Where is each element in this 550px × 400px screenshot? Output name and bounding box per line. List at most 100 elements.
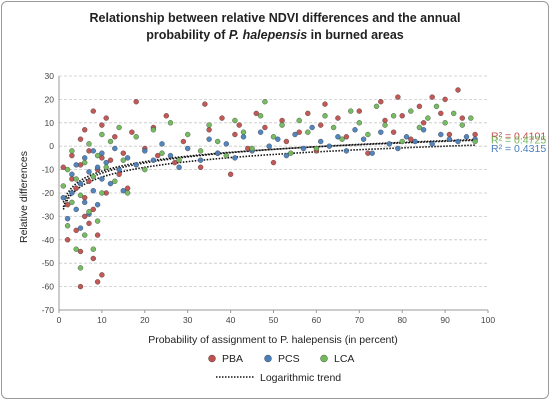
point-pba bbox=[163, 113, 169, 119]
point-lca bbox=[433, 103, 440, 110]
x-tick-label: 30 bbox=[183, 315, 193, 325]
point-pcs bbox=[112, 145, 118, 152]
point-pba bbox=[107, 157, 114, 163]
point-pba bbox=[64, 202, 71, 208]
point-pba bbox=[318, 122, 324, 128]
point-pcs bbox=[257, 129, 264, 135]
point-pcs bbox=[73, 206, 79, 213]
point-lca bbox=[159, 150, 165, 156]
grid-lines bbox=[59, 75, 488, 288]
point-lca bbox=[322, 113, 328, 119]
point-pba bbox=[60, 164, 66, 170]
point-pcs bbox=[94, 202, 101, 208]
x-tick-label: 100 bbox=[481, 315, 495, 325]
point-lca bbox=[206, 122, 212, 128]
point-pba bbox=[219, 115, 225, 121]
point-pcs bbox=[223, 141, 229, 147]
point-pba bbox=[382, 117, 388, 124]
point-pcs bbox=[69, 171, 75, 177]
point-pba bbox=[356, 108, 362, 114]
r2-label-pcs: R² = 0.4315 bbox=[491, 143, 546, 155]
point-lca bbox=[468, 115, 474, 121]
point-lca bbox=[425, 115, 431, 121]
point-pcs bbox=[412, 138, 418, 145]
point-lca bbox=[232, 117, 238, 124]
point-lca bbox=[442, 120, 448, 126]
point-pcs bbox=[107, 180, 114, 187]
point-lca bbox=[305, 129, 311, 135]
point-lca bbox=[472, 138, 478, 145]
point-pcs bbox=[438, 131, 444, 138]
point-pba bbox=[206, 127, 212, 133]
point-pba bbox=[262, 124, 268, 131]
point-lca bbox=[176, 157, 182, 163]
point-pcs bbox=[463, 134, 470, 140]
point-lca bbox=[365, 131, 371, 138]
point-pcs bbox=[429, 141, 435, 147]
point-pba bbox=[82, 127, 88, 133]
point-lca bbox=[94, 152, 101, 159]
point-pcs bbox=[352, 127, 358, 133]
point-lca bbox=[73, 176, 79, 182]
x-tick-label: 60 bbox=[312, 315, 322, 325]
point-pcs bbox=[403, 134, 410, 140]
point-pba bbox=[442, 96, 448, 103]
point-pba bbox=[343, 134, 350, 140]
legend-marker-pcs bbox=[264, 354, 272, 363]
point-pcs bbox=[395, 145, 401, 152]
point-pcs bbox=[369, 150, 375, 156]
point-pcs bbox=[159, 141, 165, 147]
point-pcs bbox=[103, 159, 109, 166]
point-pba bbox=[305, 110, 311, 117]
point-pcs bbox=[360, 136, 367, 142]
point-pcs bbox=[77, 180, 84, 187]
x-tick-label: 20 bbox=[140, 315, 150, 325]
point-lca bbox=[77, 265, 84, 271]
y-tick-label: -70 bbox=[42, 305, 55, 315]
point-lca bbox=[296, 117, 302, 124]
point-pcs bbox=[446, 136, 453, 142]
point-pba bbox=[99, 122, 105, 128]
point-lca bbox=[107, 138, 114, 145]
point-pcs bbox=[215, 150, 221, 156]
point-lca bbox=[120, 157, 126, 163]
point-pba bbox=[103, 115, 109, 121]
y-tick-label: 20 bbox=[45, 94, 55, 104]
y-tick-label: -50 bbox=[42, 258, 55, 268]
point-pba bbox=[94, 232, 101, 238]
point-pcs bbox=[197, 157, 204, 163]
point-pba bbox=[232, 131, 238, 138]
point-lca bbox=[240, 129, 247, 135]
point-pba bbox=[279, 117, 285, 124]
r2-label-lca: R² = 0.4725 bbox=[491, 135, 546, 147]
y-tick-label: -60 bbox=[42, 282, 55, 292]
point-pba bbox=[172, 159, 178, 166]
point-pcs bbox=[343, 148, 350, 154]
point-pba bbox=[77, 136, 84, 142]
x-tick-label: 10 bbox=[97, 315, 107, 325]
point-pba bbox=[455, 87, 461, 93]
point-lca bbox=[116, 124, 122, 131]
title-post: in burned areas bbox=[307, 28, 404, 42]
point-pba bbox=[120, 150, 126, 156]
point-pba bbox=[270, 159, 277, 166]
point-lca bbox=[288, 150, 294, 156]
point-pcs bbox=[455, 138, 461, 145]
point-pba bbox=[86, 220, 92, 227]
point-pba bbox=[429, 94, 435, 100]
point-pba bbox=[90, 108, 96, 114]
point-lca bbox=[356, 120, 362, 126]
point-pba bbox=[438, 110, 444, 117]
r2-label-pba: R² = 0.4101 bbox=[491, 130, 546, 142]
point-pba bbox=[99, 272, 105, 278]
point-pba bbox=[399, 113, 405, 119]
legend-marker-pba bbox=[208, 354, 216, 363]
point-lca bbox=[64, 223, 71, 229]
point-pcs bbox=[90, 188, 96, 194]
point-lca bbox=[382, 122, 388, 128]
point-lca bbox=[215, 138, 221, 145]
point-pcs bbox=[116, 166, 122, 173]
x-tick-label: 90 bbox=[440, 315, 450, 325]
point-pcs bbox=[167, 152, 174, 159]
